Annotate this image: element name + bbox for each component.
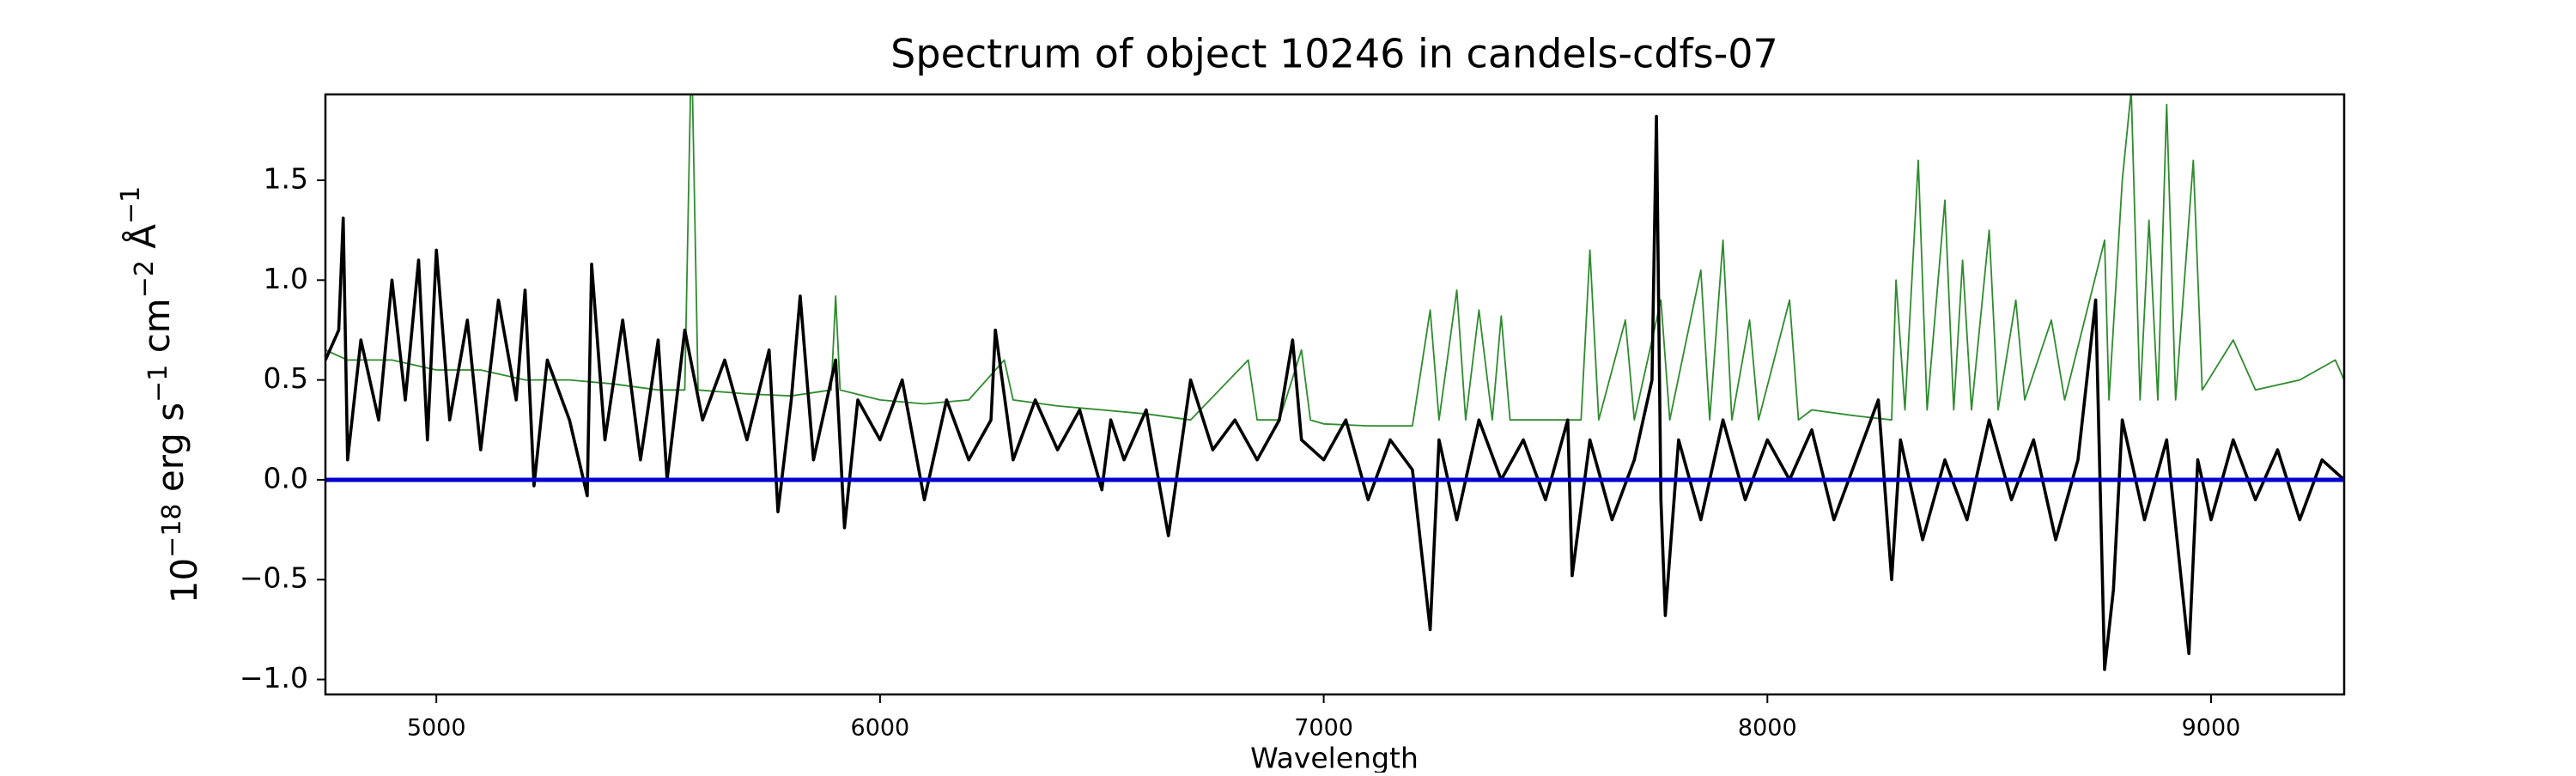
y-tick-label: 0.5 (264, 361, 308, 395)
y-tick-label: 1.5 (264, 162, 308, 196)
spectrum-line (325, 94, 2344, 427)
y-label-part: Å (121, 224, 164, 260)
y-label-sup: −2 (130, 260, 160, 298)
x-tick-label: 7000 (1294, 715, 1353, 742)
spectrum-line (325, 114, 2344, 671)
plot-area (325, 94, 2344, 671)
plot-frame (324, 93, 2346, 696)
x-axis-label: Wavelength (1250, 742, 1419, 773)
y-tick-label: 1.0 (264, 262, 308, 295)
y-axis-label: 10−18 erg s−1 cm−2 Å−1 (116, 186, 205, 604)
y-tick-label: 0.0 (264, 461, 308, 494)
y-label-part: erg s (149, 403, 191, 504)
y-tick-label: −1.0 (240, 661, 308, 694)
y-label-part: cm (136, 298, 178, 364)
y-label-sup: −1 (116, 186, 146, 224)
y-label-sup: −18 (157, 504, 187, 558)
y-tick-label: −0.5 (240, 561, 308, 595)
chart-title: Spectrum of object 10246 in candels-cdfs… (890, 31, 1778, 77)
x-tick-label: 9000 (2182, 715, 2241, 742)
x-tick-label: 6000 (851, 715, 910, 742)
y-label-part: 10 (163, 558, 205, 603)
x-tick-label: 8000 (1738, 715, 1797, 742)
y-label-sup: −1 (143, 365, 173, 403)
x-tick-label: 5000 (407, 715, 466, 742)
